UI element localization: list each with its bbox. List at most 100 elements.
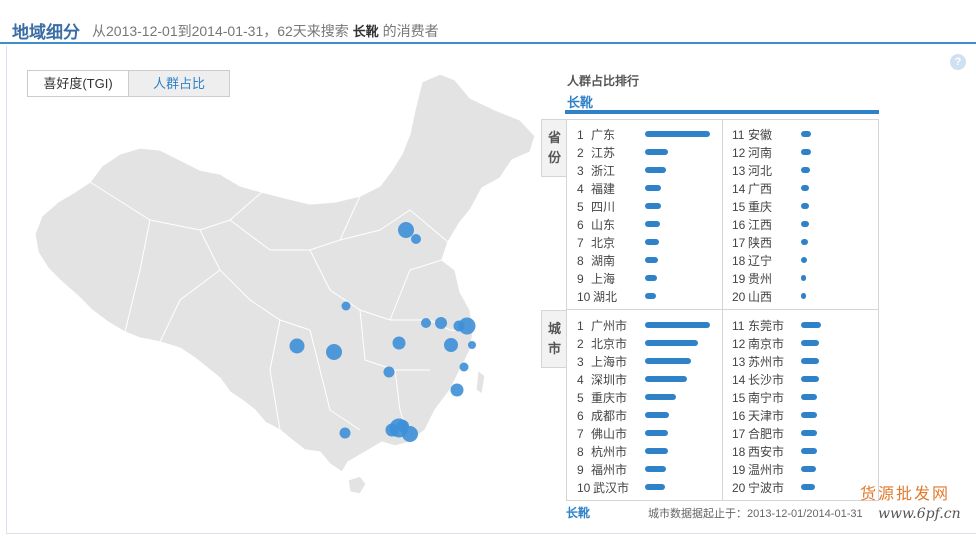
province-rank-number: 14 xyxy=(732,182,746,196)
taiwan-island xyxy=(475,368,486,396)
bubble-foshan[interactable] xyxy=(385,423,399,437)
tab-tgi[interactable]: 喜好度(TGI) xyxy=(28,71,129,96)
bubble-tianjin[interactable] xyxy=(411,234,421,244)
city-rank-row[interactable]: 17 合肥市 xyxy=(732,425,872,443)
city-rank-row[interactable]: 12 南京市 xyxy=(732,335,872,353)
province-rank-row[interactable]: 11 安徽 xyxy=(732,126,872,144)
tab-share[interactable]: 人群占比 xyxy=(129,71,229,96)
city-rank-bar xyxy=(801,448,817,454)
bubble-shanghai[interactable] xyxy=(458,317,476,335)
province-rank-row[interactable]: 2 江苏 xyxy=(577,144,717,162)
column-divider xyxy=(722,120,723,500)
city-rank-bar xyxy=(645,358,691,364)
city-rank-row[interactable]: 16 天津市 xyxy=(732,407,872,425)
bubble-wenzhou[interactable] xyxy=(459,362,469,372)
province-rank-row[interactable]: 7 北京 xyxy=(577,234,717,252)
help-icon[interactable]: ? xyxy=(950,54,966,70)
city-rank-number: 8 xyxy=(577,445,584,459)
city-rank-number: 14 xyxy=(732,373,746,387)
desc-keyword: 长靴 xyxy=(352,24,379,39)
city-rank-row[interactable]: 11 东莞市 xyxy=(732,317,872,335)
city-rank-name: 武汉市 xyxy=(593,481,630,495)
province-rank-row[interactable]: 14 广西 xyxy=(732,180,872,198)
province-rank-bar xyxy=(645,149,668,155)
province-rank-number: 16 xyxy=(732,218,746,232)
bubble-hangzhou[interactable] xyxy=(444,338,458,352)
bubble-changsha[interactable] xyxy=(383,366,395,378)
province-rank-row[interactable]: 1 广东 xyxy=(577,126,717,144)
city-rank-row[interactable]: 3 上海市 xyxy=(577,353,717,371)
province-rank-row[interactable]: 4 福建 xyxy=(577,180,717,198)
province-rank-number: 20 xyxy=(732,290,746,304)
city-rank-row[interactable]: 7 佛山市 xyxy=(577,425,717,443)
bubble-chongqing[interactable] xyxy=(326,344,342,360)
bubble-ningbo[interactable] xyxy=(468,341,476,349)
province-rank-row[interactable]: 13 河北 xyxy=(732,162,872,180)
city-rank-number: 11 xyxy=(732,319,745,333)
province-rank-bar xyxy=(645,293,656,299)
city-rank-row[interactable]: 13 苏州市 xyxy=(732,353,872,371)
city-rank-name: 福州市 xyxy=(591,463,628,477)
bubble-fuzhou[interactable] xyxy=(450,383,464,397)
city-rank-row[interactable]: 5 重庆市 xyxy=(577,389,717,407)
city-rank-bar xyxy=(801,340,819,346)
city-bubbles xyxy=(289,222,476,442)
province-rank-row[interactable]: 3 浙江 xyxy=(577,162,717,180)
province-rank-number: 5 xyxy=(577,200,584,214)
city-rank-row[interactable]: 18 西安市 xyxy=(732,443,872,461)
city-rank-name: 上海市 xyxy=(591,355,628,369)
province-rank-row[interactable]: 12 河南 xyxy=(732,144,872,162)
city-rank-row[interactable]: 9 福州市 xyxy=(577,461,717,479)
province-rank-name: 河北 xyxy=(748,164,773,178)
watermark-url: www.6pf.cn xyxy=(878,506,961,522)
province-rank-row[interactable]: 16 江西 xyxy=(732,216,872,234)
province-rank-bar xyxy=(645,203,661,209)
city-rank-number: 3 xyxy=(577,355,584,369)
city-rank-number: 1 xyxy=(577,319,584,333)
province-rank-bar xyxy=(801,203,809,209)
bubble-hefei[interactable] xyxy=(421,318,431,328)
province-rank-bar xyxy=(801,293,806,299)
ranking-underline xyxy=(565,110,879,114)
city-rank-row[interactable]: 8 杭州市 xyxy=(577,443,717,461)
province-rank-bar xyxy=(645,275,657,281)
city-rank-row[interactable]: 6 成都市 xyxy=(577,407,717,425)
bubble-chengdu[interactable] xyxy=(289,338,305,354)
region-panel xyxy=(6,46,976,534)
city-rank-name: 温州市 xyxy=(748,463,785,477)
city-rank-row[interactable]: 14 长沙市 xyxy=(732,371,872,389)
bubble-shenzhen[interactable] xyxy=(402,426,418,442)
city-rank-row[interactable]: 2 北京市 xyxy=(577,335,717,353)
province-rank-name: 重庆 xyxy=(748,200,773,214)
city-rank-row[interactable]: 20 宁波市 xyxy=(732,479,872,497)
province-rank-row[interactable]: 9 上海 xyxy=(577,270,717,288)
province-rank-row[interactable]: 10 湖北 xyxy=(577,288,717,306)
bubble-nanning[interactable] xyxy=(339,427,351,439)
province-rank-row[interactable]: 5 四川 xyxy=(577,198,717,216)
province-rank-name: 湖北 xyxy=(593,290,618,304)
province-rank-row[interactable]: 15 重庆 xyxy=(732,198,872,216)
city-rank-name: 苏州市 xyxy=(748,355,785,369)
bubble-xian[interactable] xyxy=(341,301,351,311)
bubble-beijing[interactable] xyxy=(398,222,414,238)
province-rank-row[interactable]: 20 山西 xyxy=(732,288,872,306)
city-rank-number: 20 xyxy=(732,481,746,495)
province-rank-row[interactable]: 6 山东 xyxy=(577,216,717,234)
province-rank-row[interactable]: 18 辽宁 xyxy=(732,252,872,270)
footer-keyword[interactable]: 长靴 xyxy=(566,506,591,520)
city-label: 城市 xyxy=(541,310,567,368)
province-rank-row[interactable]: 17 陕西 xyxy=(732,234,872,252)
ranking-title: 人群占比排行 xyxy=(567,74,640,88)
bubble-nanjing[interactable] xyxy=(435,317,447,329)
city-rank-number: 7 xyxy=(577,427,584,441)
city-rank-row[interactable]: 15 南宁市 xyxy=(732,389,872,407)
city-rank-row[interactable]: 19 温州市 xyxy=(732,461,872,479)
province-rank-row[interactable]: 19 贵州 xyxy=(732,270,872,288)
city-rank-number: 2 xyxy=(577,337,584,351)
city-rank-row[interactable]: 4 深圳市 xyxy=(577,371,717,389)
bubble-wuhan[interactable] xyxy=(392,336,406,350)
city-rank-row[interactable]: 1 广州市 xyxy=(577,317,717,335)
city-rank-bar xyxy=(801,376,819,382)
city-rank-row[interactable]: 10 武汉市 xyxy=(577,479,717,497)
province-rank-row[interactable]: 8 湖南 xyxy=(577,252,717,270)
